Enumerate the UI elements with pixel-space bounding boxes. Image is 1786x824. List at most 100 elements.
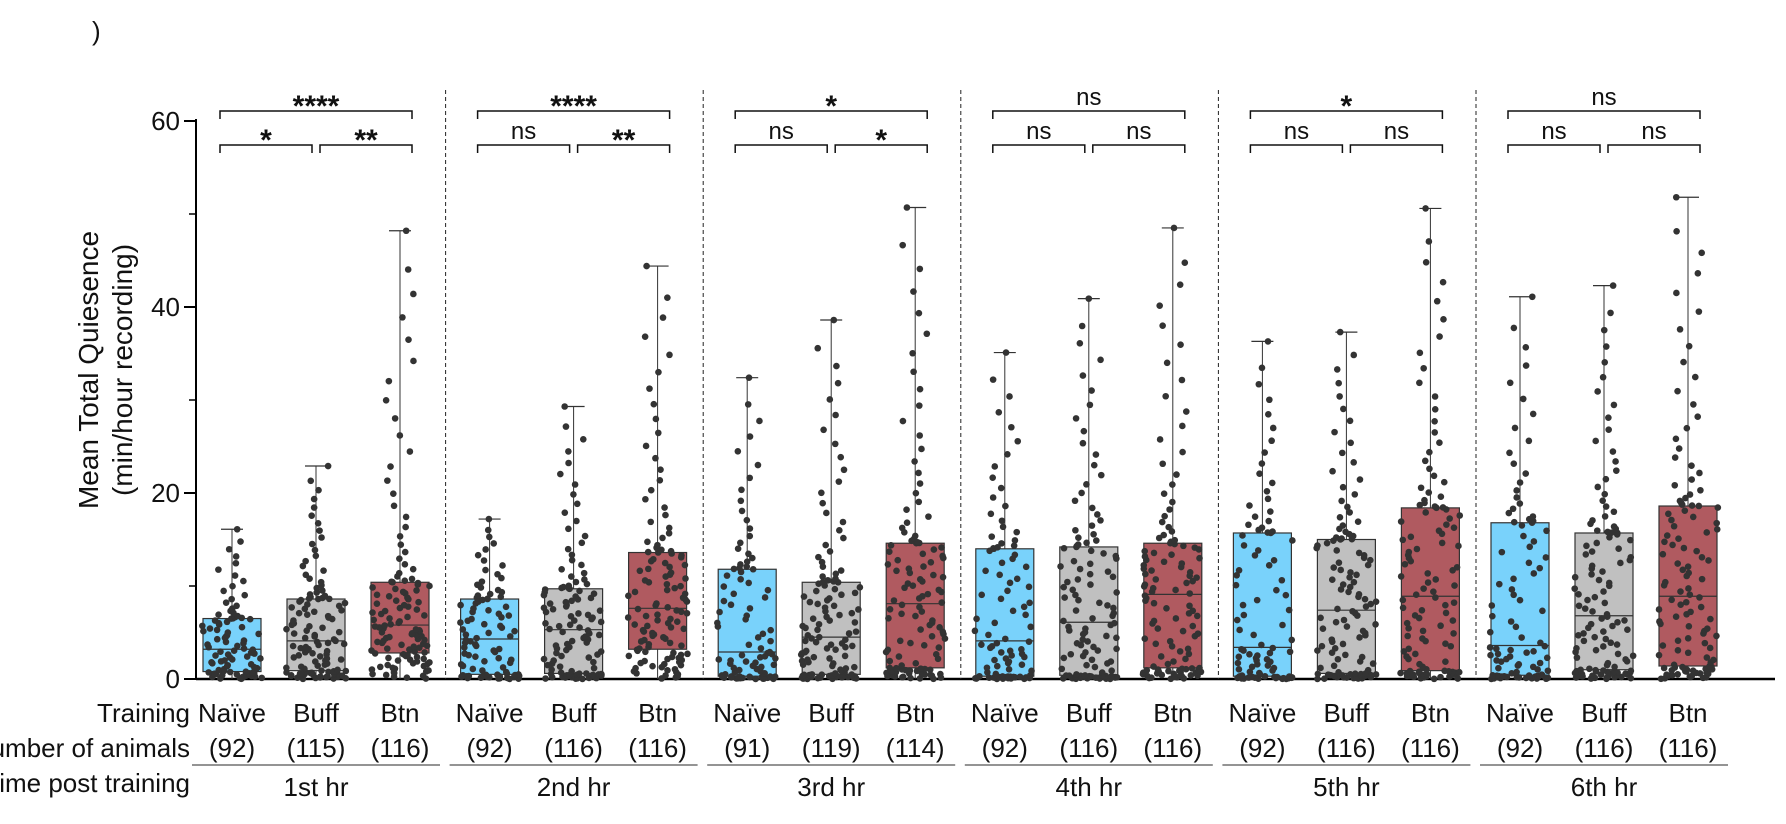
bracket-line [1507, 144, 1601, 153]
data-point [802, 647, 810, 655]
data-point [1356, 634, 1363, 641]
data-point [636, 645, 643, 652]
bracket-pair-1-2: ns [476, 118, 571, 153]
data-point [1154, 625, 1162, 632]
data-point [224, 629, 232, 636]
data-point [1239, 601, 1247, 609]
data-point [893, 567, 900, 575]
data-point [1614, 650, 1622, 658]
significance-label: ** [612, 124, 636, 157]
data-point [312, 552, 320, 560]
data-point [540, 655, 548, 663]
data-point [1703, 529, 1711, 536]
bracket-line [476, 144, 571, 153]
data-points [1057, 295, 1121, 683]
data-point [1588, 548, 1596, 555]
data-point [414, 579, 422, 587]
data-point [490, 647, 498, 654]
data-point [559, 628, 566, 636]
data-point [1027, 623, 1034, 631]
data-point [802, 637, 809, 645]
x-label-count: (92) [466, 733, 512, 763]
data-point [734, 447, 742, 455]
data-point [938, 599, 946, 606]
data-point [1086, 570, 1094, 578]
data-points [1139, 224, 1205, 683]
data-point [1336, 393, 1343, 400]
data-point [1437, 673, 1444, 681]
data-point [646, 385, 653, 392]
data-point [568, 573, 575, 580]
data-point [1601, 513, 1609, 520]
data-point [1092, 451, 1100, 458]
data-point [1424, 579, 1432, 586]
data-point [1419, 635, 1426, 642]
y-tick-label: 60 [151, 106, 180, 136]
data-point [837, 453, 845, 461]
data-point [1600, 628, 1607, 635]
data-point [645, 565, 652, 573]
data-point [400, 651, 407, 658]
data-point [767, 637, 774, 645]
data-point [1173, 471, 1180, 478]
bracket-pair-2-3: ns [1092, 118, 1186, 153]
data-point [1339, 640, 1347, 648]
data-point [1179, 627, 1187, 635]
data-point [667, 569, 675, 577]
data-point [552, 642, 560, 649]
data-point [1233, 616, 1241, 624]
data-point [1006, 647, 1014, 655]
data-point [894, 556, 902, 564]
data-point [1113, 589, 1120, 596]
data-point [664, 294, 671, 301]
data-point [1020, 603, 1028, 611]
data-point [565, 525, 572, 533]
data-point [1186, 602, 1193, 610]
data-point [1350, 459, 1358, 466]
data-point [255, 630, 262, 638]
data-point [1266, 396, 1273, 404]
data-point [485, 629, 492, 637]
data-point [310, 495, 318, 503]
data-point [1672, 193, 1680, 201]
data-point [249, 669, 256, 676]
bracket-line [476, 110, 671, 119]
data-point [1011, 551, 1019, 559]
data-point [568, 556, 576, 564]
data-point [576, 624, 583, 631]
data-point [814, 626, 821, 634]
bracket-pair-1-3: ns [992, 84, 1186, 119]
data-point [1258, 524, 1266, 531]
data-point [1165, 523, 1173, 531]
data-point [1603, 611, 1611, 618]
data-point [1594, 388, 1601, 395]
data-point [1087, 547, 1095, 555]
data-point [306, 623, 313, 630]
data-point [1353, 571, 1360, 579]
data-point [1193, 612, 1201, 620]
data-point [385, 377, 393, 385]
data-point [1109, 573, 1117, 581]
data-point [851, 589, 859, 597]
data-point [939, 552, 946, 560]
data-point [1169, 498, 1176, 506]
data-point [485, 515, 493, 523]
data-point [978, 641, 985, 649]
data-point [598, 670, 605, 678]
data-point [1168, 551, 1175, 558]
x-label-training: Buff [293, 698, 340, 728]
data-point [1695, 308, 1703, 315]
x-label-count: (116) [1317, 733, 1376, 763]
data-point [883, 669, 890, 677]
data-point [1176, 281, 1184, 288]
data-point [1685, 622, 1693, 630]
data-point [1082, 625, 1089, 632]
data-point [903, 204, 911, 211]
data-point [841, 652, 849, 660]
data-point [1676, 497, 1684, 505]
data-point [1336, 328, 1344, 336]
data-point [1523, 649, 1530, 656]
data-point [316, 527, 323, 534]
data-point [650, 555, 657, 563]
data-point [749, 565, 757, 573]
